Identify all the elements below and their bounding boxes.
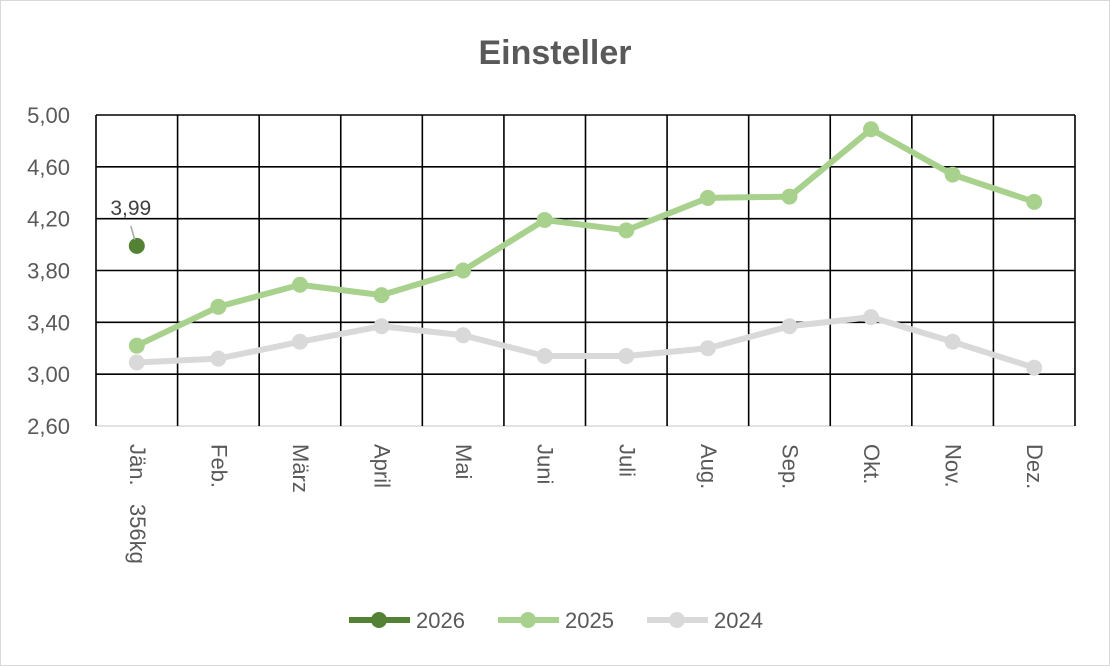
legend-marker-2024 bbox=[669, 612, 685, 628]
data-point-2024 bbox=[618, 348, 635, 365]
legend-label-2024: 2024 bbox=[714, 608, 763, 633]
data-point-2025 bbox=[128, 337, 145, 354]
data-point-2025 bbox=[373, 287, 390, 304]
y-tick-label: 3,00 bbox=[27, 362, 70, 387]
x-tick-label: Nov. bbox=[941, 444, 966, 488]
data-point-2025 bbox=[863, 121, 880, 138]
y-tick-label: 4,60 bbox=[27, 155, 70, 180]
data-point-2024 bbox=[210, 350, 227, 367]
legend-label-2026: 2026 bbox=[416, 608, 465, 633]
data-point-2025 bbox=[455, 262, 472, 279]
legend: 2026 2025 2024 bbox=[349, 608, 763, 633]
data-label-leader bbox=[130, 225, 136, 241]
data-point-2024 bbox=[455, 327, 472, 344]
y-tick-label: 5,00 bbox=[27, 103, 70, 128]
data-point-2025 bbox=[781, 188, 798, 205]
data-point-2025 bbox=[1026, 193, 1043, 210]
x-axis-ticks: Jän. 356kg Feb. März April Mai Juni Juli Aug. Se… bbox=[125, 444, 1047, 564]
x-tick-label: März bbox=[288, 444, 313, 493]
data-point-2024 bbox=[373, 318, 390, 335]
data-point-2025 bbox=[210, 298, 227, 315]
x-tick-label: Mai bbox=[451, 444, 476, 479]
data-point-2024 bbox=[128, 354, 145, 371]
data-point-2025 bbox=[944, 166, 961, 183]
legend-marker-2026 bbox=[371, 612, 387, 628]
plot-grid bbox=[95, 114, 1076, 427]
x-tick-label: Feb. bbox=[206, 444, 231, 488]
data-point-2025 bbox=[536, 211, 553, 228]
legend-marker-2025 bbox=[520, 612, 536, 628]
data-point-2024 bbox=[291, 333, 308, 350]
y-axis-ticks: 2,60 3,00 3,40 3,80 4,20 4,60 5,00 bbox=[27, 103, 70, 439]
data-point-2024 bbox=[944, 333, 961, 350]
y-tick-label: 4,20 bbox=[27, 207, 70, 232]
y-tick-label: 2,60 bbox=[27, 414, 70, 439]
data-point-2024 bbox=[781, 318, 798, 335]
data-point-2024 bbox=[536, 348, 553, 365]
x-tick-label: Juli bbox=[614, 444, 639, 477]
x-tick-label: Jän. 356kg bbox=[125, 444, 150, 564]
data-point-2025 bbox=[618, 222, 635, 239]
data-point-2025 bbox=[699, 189, 716, 206]
x-tick-label: Aug. bbox=[696, 444, 721, 489]
data-point-2024 bbox=[1026, 359, 1043, 376]
series-lines bbox=[128, 121, 1043, 376]
x-tick-label: April bbox=[370, 444, 395, 488]
y-tick-label: 3,40 bbox=[27, 310, 70, 335]
x-tick-label: Dez. bbox=[1022, 444, 1047, 489]
chart-title: Einsteller bbox=[478, 34, 631, 72]
data-point-2024 bbox=[863, 309, 880, 326]
y-tick-label: 3,80 bbox=[27, 259, 70, 284]
x-tick-label: Sep. bbox=[777, 444, 802, 489]
x-tick-label: Juni bbox=[533, 444, 558, 484]
data-labels: 3,99 bbox=[110, 197, 151, 241]
series-line-2025 bbox=[133, 126, 1038, 349]
series-line-2024 bbox=[133, 314, 1038, 371]
x-tick-label: Okt. bbox=[859, 444, 884, 484]
data-point-2025 bbox=[291, 276, 308, 293]
legend-label-2025: 2025 bbox=[565, 608, 614, 633]
data-point-2026 bbox=[128, 237, 145, 254]
data-point-2024 bbox=[699, 340, 716, 357]
data-label: 3,99 bbox=[110, 197, 151, 220]
